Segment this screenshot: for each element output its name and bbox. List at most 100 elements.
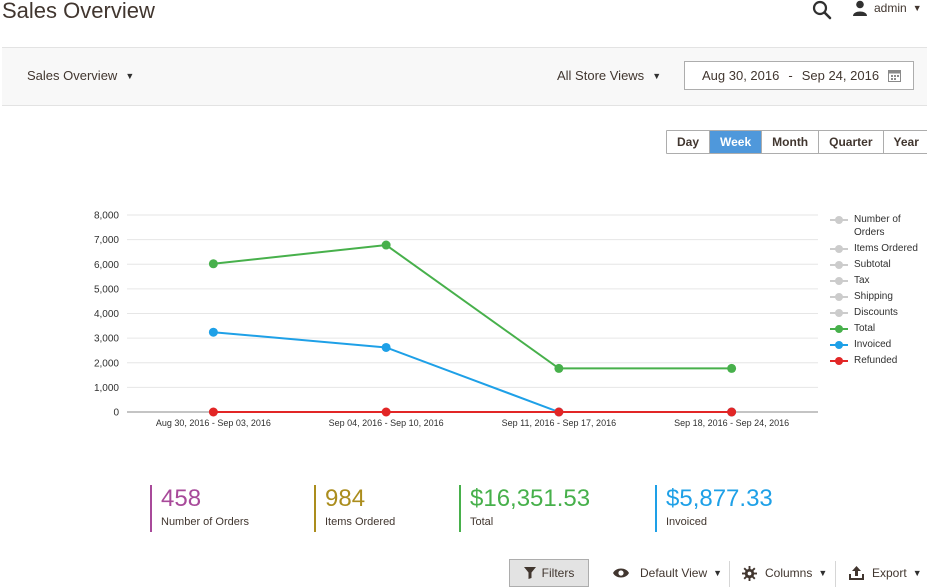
total-value: 984 xyxy=(325,485,366,512)
legend-label: Discounts xyxy=(854,307,898,318)
total-number-of-orders: 458 Number of Orders xyxy=(150,485,314,532)
caret-down-icon: ▼ xyxy=(912,3,922,13)
y-tick-label: 6,000 xyxy=(94,260,119,271)
legend-label: Shipping xyxy=(854,291,893,302)
series-line-total xyxy=(213,244,732,370)
y-tick-label: 3,000 xyxy=(94,334,119,345)
columns-label: Columns xyxy=(765,566,813,580)
legend-marker xyxy=(830,274,848,287)
total-label: Number of Orders xyxy=(161,516,250,528)
date-separator: - xyxy=(788,68,793,83)
admin-username: admin xyxy=(874,1,907,15)
series-line-invoiced xyxy=(213,331,732,413)
legend-item[interactable]: Tax xyxy=(830,274,927,287)
data-point xyxy=(208,327,218,337)
legend-marker xyxy=(830,290,848,303)
data-point xyxy=(381,342,391,352)
y-tick-label: 8,000 xyxy=(94,211,119,222)
data-point xyxy=(208,259,218,269)
data-point xyxy=(381,240,391,250)
legend-item[interactable]: Refunded xyxy=(830,354,927,367)
legend-item[interactable]: Shipping xyxy=(830,290,927,303)
y-tick-label: 4,000 xyxy=(94,309,119,320)
legend-item[interactable]: Subtotal xyxy=(830,258,927,271)
x-tick-label: Sep 18, 2016 - Sep 24, 2016 xyxy=(674,418,789,428)
gear-icon xyxy=(742,565,757,581)
date-to: Sep 24, 2016 xyxy=(801,68,880,83)
legend-label: Refunded xyxy=(854,355,898,366)
legend-item[interactable]: Invoiced xyxy=(830,338,927,351)
data-point xyxy=(381,407,391,417)
report-select-label: Sales Overview xyxy=(27,68,118,83)
period-quarter-button[interactable]: Quarter xyxy=(819,131,884,153)
total-value: $16,351.53 xyxy=(470,485,591,512)
legend-marker xyxy=(830,322,848,335)
data-point xyxy=(554,363,564,373)
legend-item[interactable]: Number of Orders xyxy=(830,213,927,239)
default-view-dropdown[interactable]: Default View ▼ xyxy=(612,559,722,587)
legend-label: Items Ordered xyxy=(854,243,918,254)
store-view-label: All Store Views xyxy=(557,68,645,83)
x-tick-label: Aug 30, 2016 - Sep 03, 2016 xyxy=(156,418,271,428)
export-label: Export xyxy=(872,566,907,580)
calendar-icon[interactable] xyxy=(888,69,901,82)
caret-down-icon: ▼ xyxy=(125,70,135,81)
date-range-picker[interactable]: Aug 30, 2016 - Sep 24, 2016 xyxy=(684,61,914,90)
default-view-label: Default View xyxy=(640,566,708,580)
caret-down-icon: ▼ xyxy=(713,568,723,578)
store-view-select[interactable]: All Store Views ▼ xyxy=(557,68,661,83)
report-select[interactable]: Sales Overview ▼ xyxy=(27,68,134,83)
total-invoiced: $5,877.33 Invoiced xyxy=(655,485,825,532)
caret-down-icon: ▼ xyxy=(818,568,828,578)
period-year-button[interactable]: Year xyxy=(883,131,927,153)
legend-item[interactable]: Items Ordered xyxy=(830,242,927,255)
x-tick-label: Sep 04, 2016 - Sep 10, 2016 xyxy=(329,418,444,428)
legend-label: Number of Orders xyxy=(854,214,901,238)
legend-marker xyxy=(830,213,848,226)
export-icon xyxy=(849,566,864,580)
period-month-button[interactable]: Month xyxy=(762,131,820,153)
legend-item[interactable]: Discounts xyxy=(830,306,927,319)
y-tick-label: 1,000 xyxy=(94,383,119,394)
toolbar-divider xyxy=(835,561,836,587)
filters-button[interactable]: Filters xyxy=(509,559,589,587)
period-week-button[interactable]: Week xyxy=(710,131,763,153)
total-items-ordered: 984 Items Ordered xyxy=(314,485,459,532)
legend-label: Invoiced xyxy=(854,339,892,350)
y-tick-label: 2,000 xyxy=(94,358,119,369)
legend-item[interactable]: Total xyxy=(830,322,927,335)
dashboard-toolbar: Sales Overview ▼ All Store Views ▼ Aug 3… xyxy=(2,47,927,106)
page-title: Sales Overview xyxy=(2,0,155,23)
toolbar-divider xyxy=(729,561,730,587)
total-amount: $16,351.53 Total xyxy=(459,485,655,532)
period-switcher: Day Week Month Quarter Year xyxy=(666,130,927,154)
filters-label: Filters xyxy=(541,566,575,580)
totals-summary: 458 Number of Orders 984 Items Ordered $… xyxy=(150,485,825,532)
legend-label: Tax xyxy=(854,275,870,286)
total-value: 458 xyxy=(161,485,202,512)
y-tick-label: 5,000 xyxy=(94,284,119,295)
data-point xyxy=(208,407,218,417)
total-value: $5,877.33 xyxy=(666,485,773,512)
search-icon[interactable] xyxy=(812,0,832,20)
data-point xyxy=(727,363,737,373)
total-label: Items Ordered xyxy=(325,516,396,528)
data-point xyxy=(554,407,564,417)
legend-marker xyxy=(830,242,848,255)
period-day-button[interactable]: Day xyxy=(667,131,711,153)
legend-label: Subtotal xyxy=(854,259,891,270)
export-dropdown[interactable]: Export ▼ xyxy=(849,559,922,587)
user-icon xyxy=(853,0,867,16)
caret-down-icon: ▼ xyxy=(912,568,922,578)
y-tick-label: 0 xyxy=(113,408,119,419)
legend-marker xyxy=(830,338,848,351)
legend-label: Total xyxy=(854,323,876,334)
legend-marker xyxy=(830,258,848,271)
sales-line-chart: 0 1,000 2,000 3,000 4,000 5,000 6,000 7,000 8,00… xyxy=(94,211,818,428)
columns-dropdown[interactable]: Columns ▼ xyxy=(742,559,827,587)
total-label: Invoiced xyxy=(666,516,707,528)
total-label: Total xyxy=(470,516,494,528)
admin-account-menu[interactable]: admin ▼ xyxy=(852,0,922,16)
x-tick-label: Sep 11, 2016 - Sep 17, 2016 xyxy=(502,418,616,428)
y-tick-label: 7,000 xyxy=(94,235,119,246)
